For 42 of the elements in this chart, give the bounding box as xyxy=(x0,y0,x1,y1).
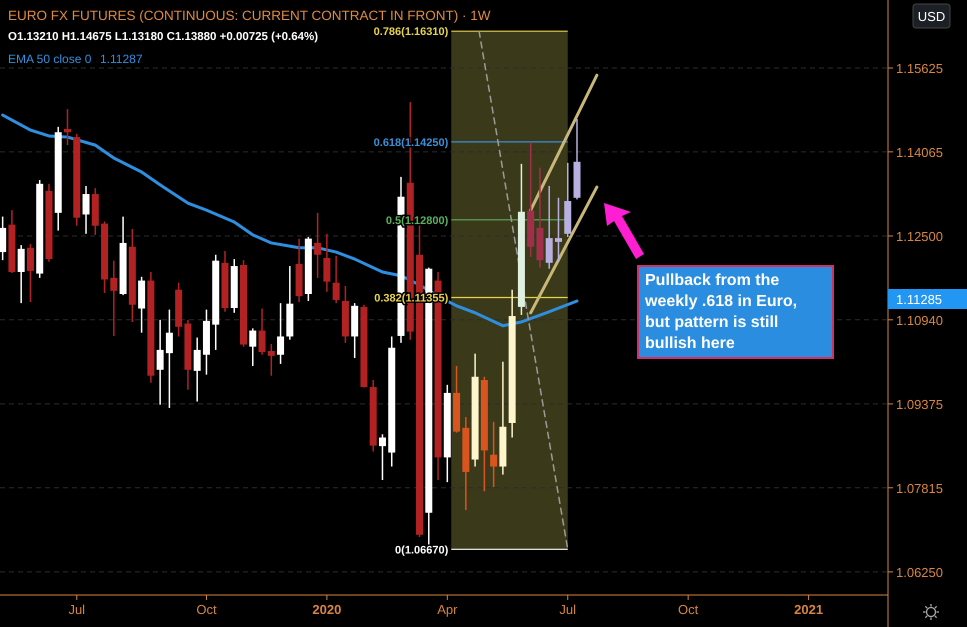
y-tick-label: 1.06250 xyxy=(896,564,943,580)
candlestick xyxy=(332,255,340,304)
x-tick-label: Jul xyxy=(559,602,576,617)
x-tick-label: Oct xyxy=(196,602,217,617)
y-tick-label: 1.15625 xyxy=(896,60,943,76)
candlestick xyxy=(258,308,266,356)
annotation: 1.11287 xyxy=(100,52,143,66)
y-tick-label: 1.09375 xyxy=(896,396,943,412)
text: 1.11285 xyxy=(896,292,942,307)
ref-line-label: 0.786(1.16310) xyxy=(374,26,449,38)
candlestick xyxy=(378,434,386,481)
candlestick xyxy=(156,319,164,406)
candlestick xyxy=(249,328,256,367)
y-tick-label: 1.14065 xyxy=(896,144,943,160)
candlestick xyxy=(110,260,118,337)
candlestick xyxy=(64,108,71,146)
candlestick xyxy=(18,244,25,304)
x-tick-label: Jul xyxy=(68,602,86,617)
candlestick xyxy=(490,421,498,488)
candlestick xyxy=(82,185,90,235)
text: USD xyxy=(918,9,946,24)
x-tick-label: 2020 xyxy=(312,602,342,617)
candlestick xyxy=(277,302,284,365)
x-tick-label: Oct xyxy=(678,602,699,617)
y-tick-label: 1.07815 xyxy=(896,480,943,496)
x-tick-label: Apr xyxy=(437,602,458,617)
x-tick-label: 2021 xyxy=(794,602,824,617)
y-tick-label: 1.10940 xyxy=(896,312,943,328)
text: EURO FX FUTURES (CONTINUOUS: CURRENT CONTRACT IN FRONT) · 1W xyxy=(8,8,491,23)
candlestick xyxy=(26,243,34,303)
ref-line-label: 0.382(1.11355) xyxy=(374,292,449,304)
annotation: O1.13210 H1.14675 L1.13180 C1.13880 +0.00725 (+0.64%) xyxy=(8,31,318,43)
candlestick xyxy=(323,233,330,293)
candlestick xyxy=(194,336,201,402)
candlestick xyxy=(554,197,562,263)
y-tick-label: 1.12500 xyxy=(896,228,943,244)
candlestick xyxy=(268,343,275,376)
text: EMA 50 close 0 xyxy=(8,52,92,66)
candlestick xyxy=(166,308,173,409)
candlestick xyxy=(314,212,322,279)
ref-line-label: 0(1.06670) xyxy=(395,544,449,556)
annotation: Pullback from the weekly .618 in Euro, but pattern is still bullish here xyxy=(644,272,798,352)
